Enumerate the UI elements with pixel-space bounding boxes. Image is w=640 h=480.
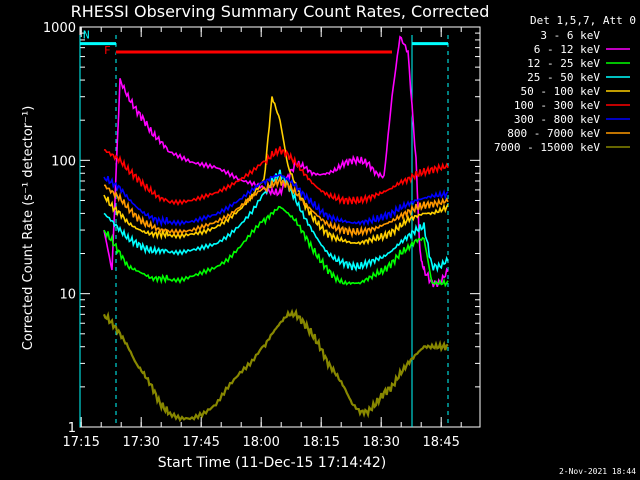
series-line-5	[103, 146, 449, 207]
x-tick-label: 17:30	[122, 435, 159, 450]
series-line-6	[103, 173, 449, 228]
series-line-3	[103, 169, 449, 273]
chart-title: RHESSI Observing Summary Count Rates, Co…	[71, 2, 490, 21]
footer-date: 2-Nov-2021 18:44	[559, 467, 636, 476]
series-line-8	[102, 308, 449, 423]
x-axis-label: Start Time (11-Dec-15 17:14:42)	[158, 455, 386, 471]
x-tick-label: 17:45	[182, 435, 219, 450]
x-tick-label: 17:15	[62, 435, 99, 450]
legend-label: 12 - 25 keV	[527, 57, 600, 70]
legend-header: Det 1,5,7, Att 0	[530, 14, 636, 27]
x-tick-label: 18:45	[422, 435, 459, 450]
legend-label: 100 - 300 keV	[514, 99, 600, 112]
y-tick-label: 1	[68, 421, 76, 436]
legend-label: 3 - 6 keV	[540, 29, 600, 42]
plot-area: 1 10 100 1000 17:15 17:30 17:45 18:00 18:15 18:30…	[43, 21, 481, 450]
series-line-7	[103, 175, 449, 239]
legend-label: 25 - 50 keV	[527, 71, 600, 84]
legend-label: 300 - 800 keV	[514, 113, 600, 126]
y-tick-label: 100	[51, 154, 76, 169]
series-line-0	[103, 43, 449, 199]
x-tick-label: 18:15	[302, 435, 339, 450]
y-tick-label: 1000	[43, 21, 76, 36]
y-tick-label: 10	[59, 288, 76, 303]
legend-label: 50 - 100 keV	[521, 85, 601, 98]
annotation-label: F	[104, 44, 111, 57]
x-tick-label: 18:30	[362, 435, 399, 450]
y-axis-label: Corrected Count Rate (s⁻¹ detector⁻¹)	[21, 106, 36, 351]
legend-label: 6 - 12 keV	[534, 43, 601, 56]
series-line-4	[103, 96, 449, 246]
x-tick-label: 18:00	[242, 435, 279, 450]
series-line-2	[103, 205, 449, 288]
annotation-label: N	[83, 29, 90, 42]
legend-label: 7000 - 15000 keV	[494, 141, 600, 154]
legend-label: 800 - 7000 keV	[507, 127, 600, 140]
